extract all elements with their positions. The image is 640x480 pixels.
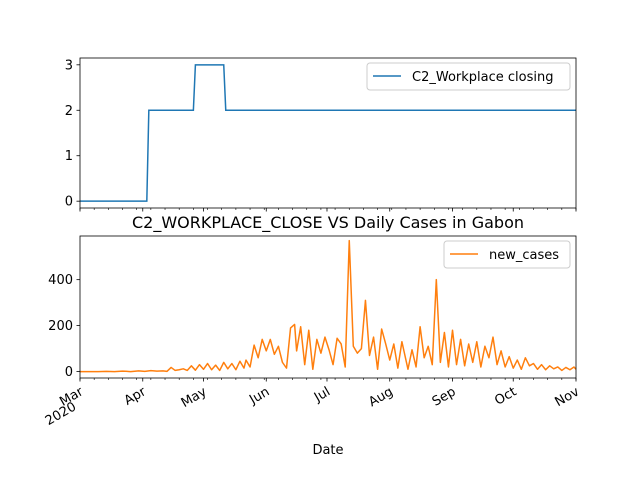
- bottom-y-ticks: 0 200 400: [48, 273, 80, 380]
- bottom-y-tick-label: 200: [48, 319, 73, 334]
- top-y-tick-label: 0: [65, 195, 73, 210]
- bottom-legend: new_cases: [443, 240, 571, 269]
- bottom-y-tick-label: 0: [65, 365, 73, 380]
- bottom-y-tick-label: 400: [48, 273, 73, 288]
- top-y-tick-label: 2: [65, 104, 73, 119]
- top-axes: 0 1 2 3 C2_Workplace closing: [65, 57, 577, 212]
- top-x-ticks: [79, 208, 577, 212]
- top-y-tick-label: 1: [65, 149, 73, 164]
- x-axis-label: Date: [312, 443, 343, 458]
- top-legend: C2_Workplace closing: [366, 62, 571, 91]
- top-y-tick-label: 3: [65, 58, 73, 73]
- bottom-plot-area: [80, 239, 577, 373]
- top-y-ticks: 0 1 2 3: [65, 58, 80, 210]
- top-plot-area: [80, 64, 576, 202]
- series-line-new-cases: [80, 239, 577, 373]
- bottom-legend-label: new_cases: [489, 248, 559, 263]
- bottom-chart-title: C2_WORKPLACE_CLOSE VS Daily Cases in Gab…: [132, 213, 524, 233]
- bottom-legend-box: [443, 240, 571, 269]
- top-legend-label: C2_Workplace closing: [412, 70, 553, 85]
- bottom-axes-frame: [79, 235, 577, 379]
- top-legend-box: [366, 62, 571, 91]
- bottom-x-tick-label: Jul: [311, 384, 333, 405]
- top-axes-frame: [79, 57, 577, 209]
- series-line-workplace-closing: [80, 64, 576, 202]
